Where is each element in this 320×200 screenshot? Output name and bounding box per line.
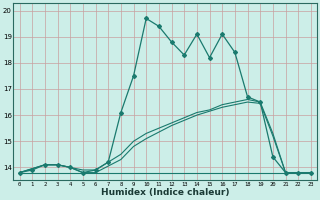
X-axis label: Humidex (Indice chaleur): Humidex (Indice chaleur) xyxy=(101,188,229,197)
